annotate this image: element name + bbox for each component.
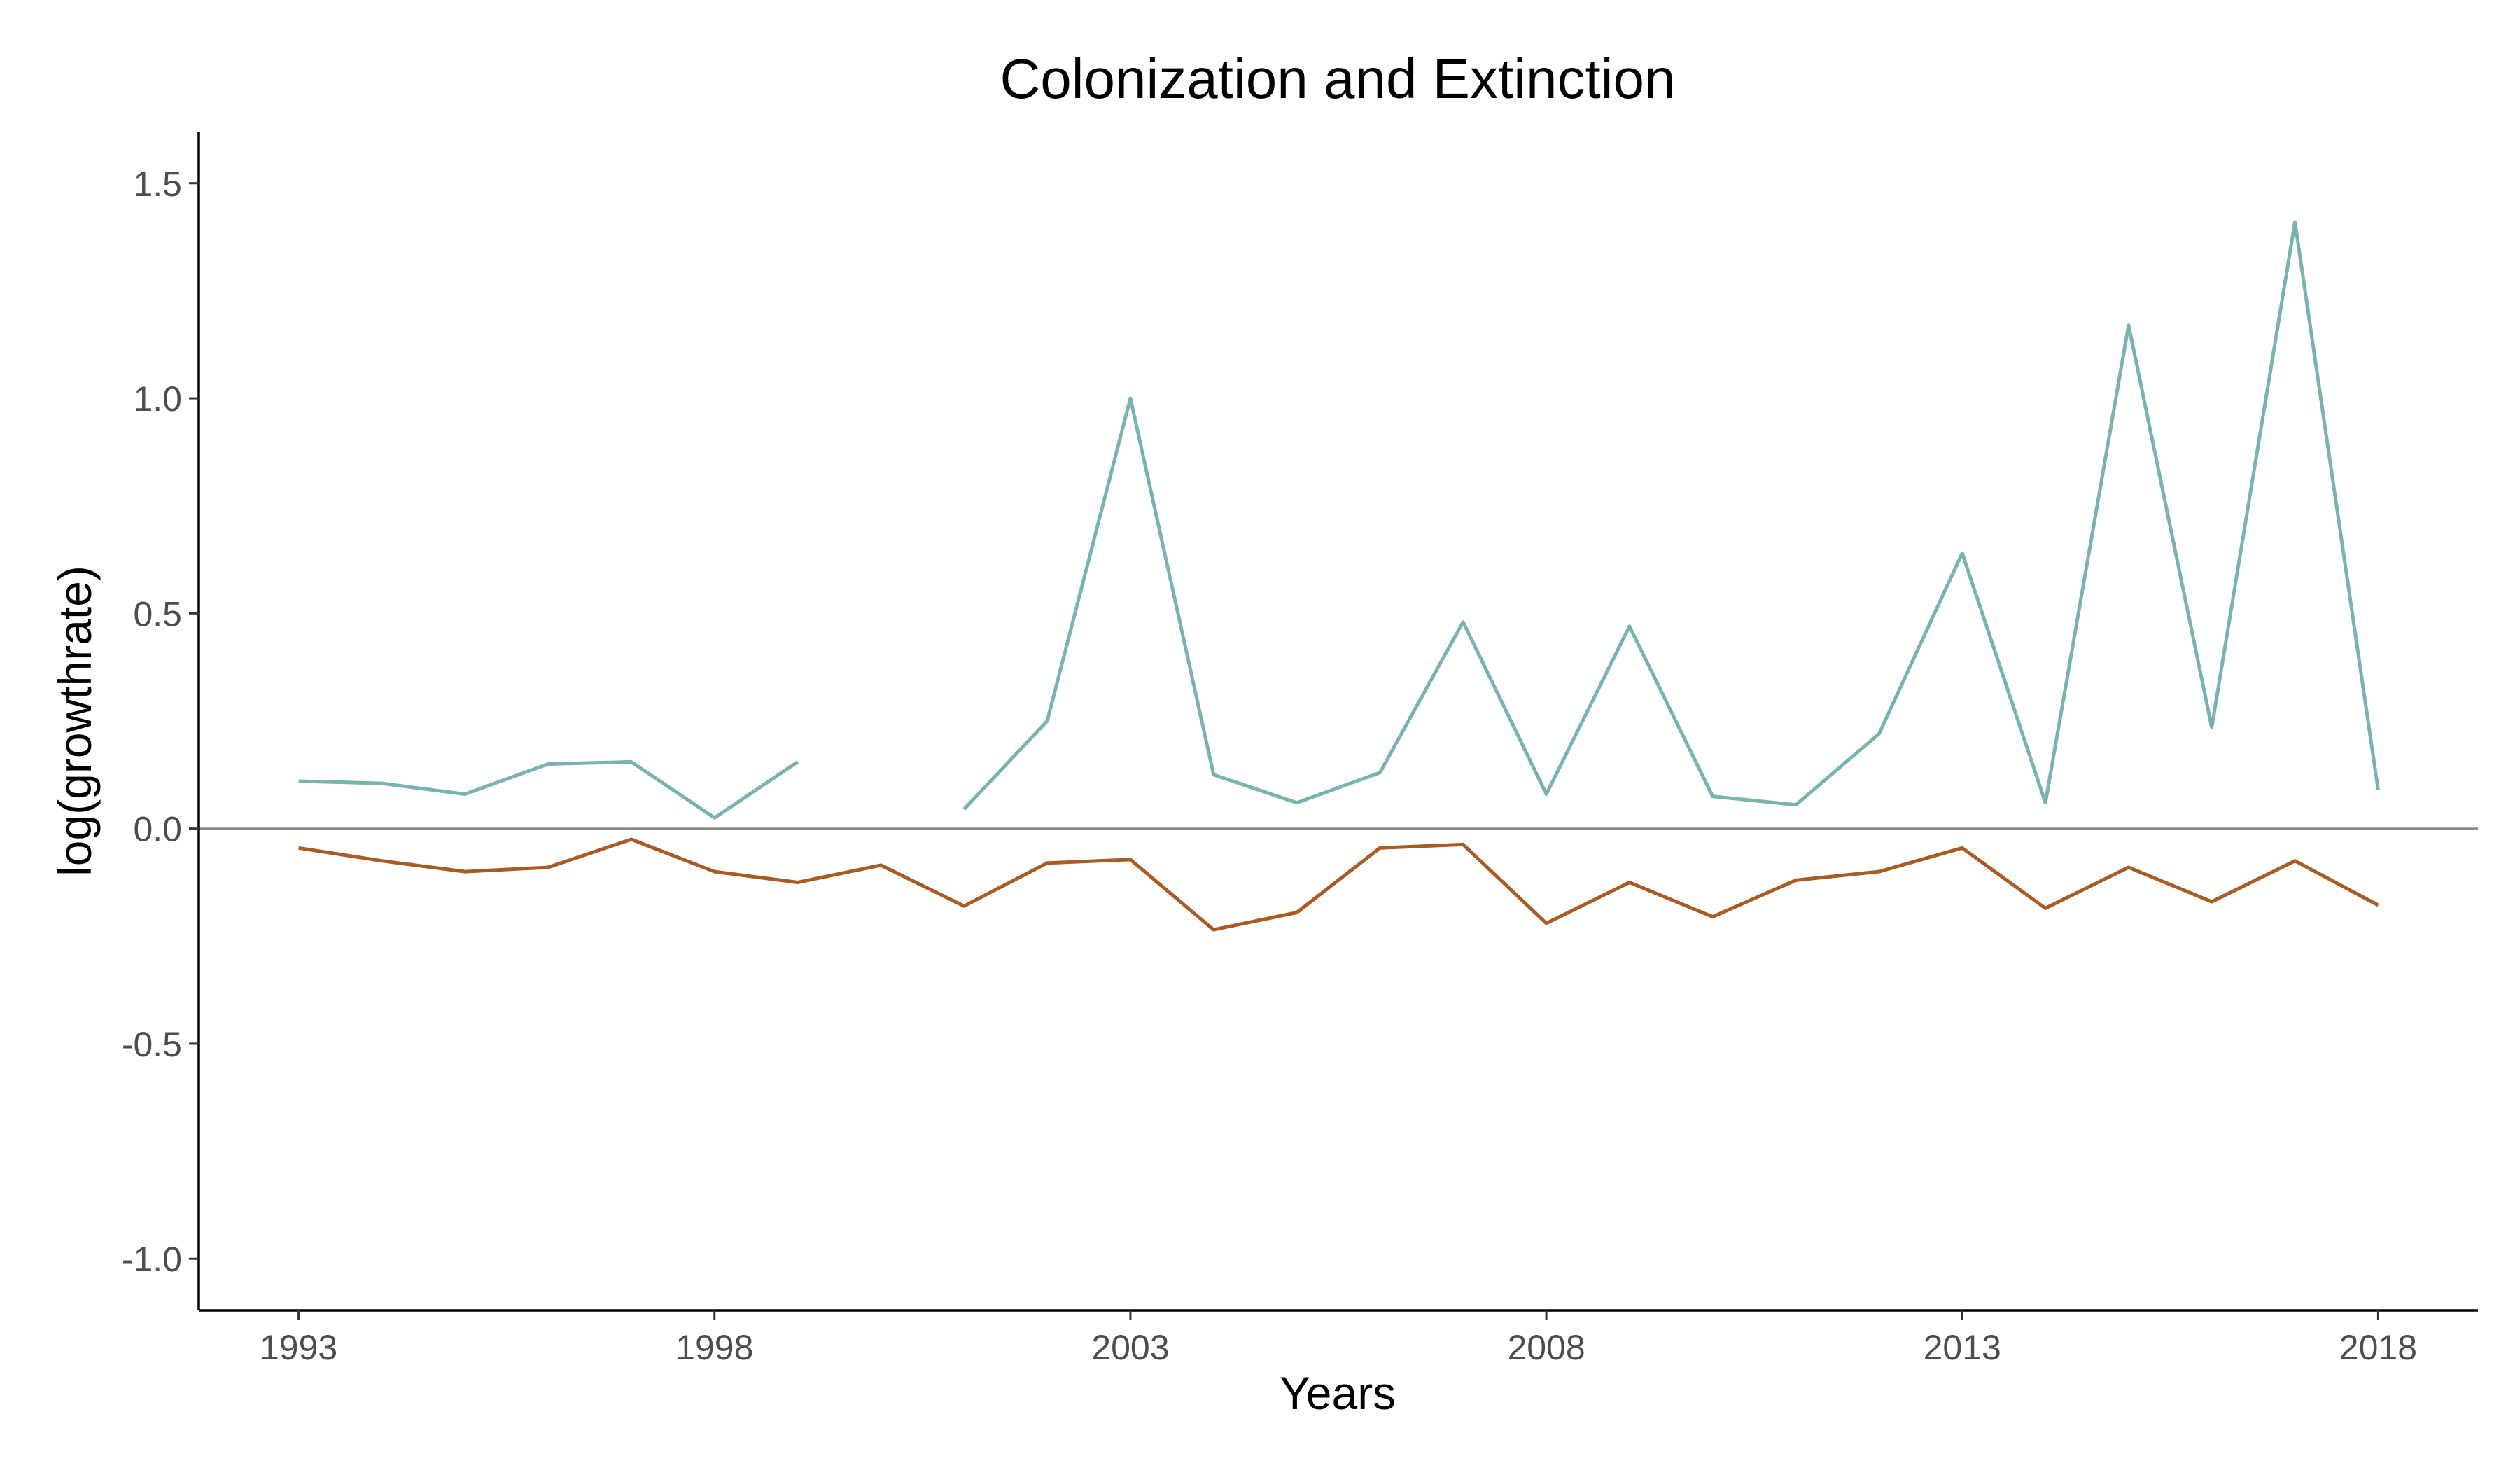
x-tick-label: 1993 [260, 1328, 337, 1367]
x-axis-ticks: 1993 1998 2003 2008 2013 2018 [260, 1310, 2417, 1367]
y-tick-label: -1.0 [122, 1240, 182, 1279]
series-layer [298, 220, 2380, 932]
x-tick-label: 1998 [676, 1328, 753, 1367]
y-tick-label: 0.5 [133, 594, 182, 634]
y-axis-ticks: -1.0 -0.5 0.0 0.5 1.0 1.5 [122, 164, 199, 1279]
series-line-2 [298, 837, 2379, 932]
x-tick-label: 2003 [1091, 1328, 1169, 1367]
y-tick-label: 1.0 [133, 379, 182, 419]
x-axis-title: Years [1280, 1367, 1396, 1419]
x-tick-label: 2018 [2339, 1328, 2417, 1367]
y-axis-title: log(growthrate) [49, 566, 101, 876]
x-tick-label: 2013 [1924, 1328, 2001, 1367]
series-line-1 [298, 220, 2380, 820]
chart-title: Colonization and Extinction [1000, 48, 1675, 110]
x-tick-label: 2008 [1507, 1328, 1585, 1367]
y-tick-label: -0.5 [122, 1025, 182, 1064]
y-tick-label: 1.5 [133, 164, 182, 204]
plot-area: -1.0 -0.5 0.0 0.5 1.0 1.5 1993 1998 2003 2008 201… [122, 132, 2478, 1367]
y-tick-label: 0.0 [133, 810, 182, 849]
